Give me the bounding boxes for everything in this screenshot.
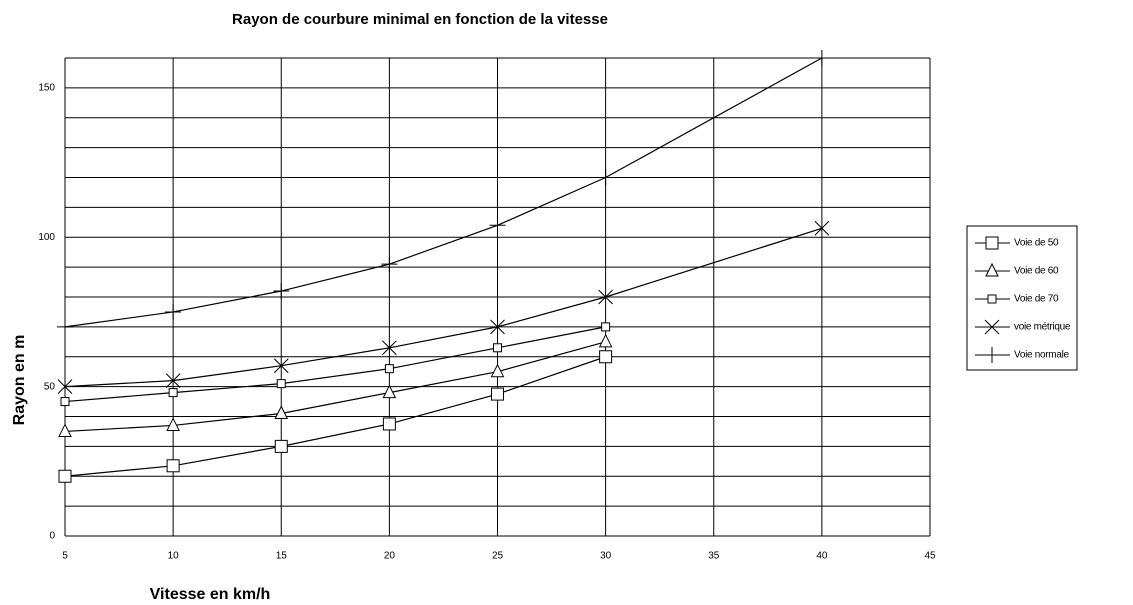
x-tick-label: 5 — [62, 551, 68, 562]
marker — [601, 322, 611, 332]
legend-label: Voie de 70 — [1014, 294, 1059, 305]
x-tick-label: 20 — [384, 551, 396, 562]
marker — [276, 379, 286, 389]
marker — [57, 379, 73, 394]
marker — [58, 423, 72, 437]
marker — [165, 373, 181, 389]
y-axis-label: Rayon en m — [11, 335, 28, 426]
marker — [273, 358, 289, 374]
legend-label: voie métrique — [1014, 322, 1071, 333]
legend-label: Voie de 60 — [1014, 266, 1059, 277]
marker — [166, 459, 180, 473]
marker — [984, 347, 1000, 363]
marker — [490, 319, 505, 335]
marker — [382, 384, 397, 399]
marker — [381, 256, 398, 273]
legend-label: Voie normale — [1014, 350, 1070, 361]
x-tick-label: 25 — [492, 551, 504, 562]
marker — [598, 333, 613, 348]
x-tick-label: 40 — [816, 551, 828, 562]
marker — [597, 169, 614, 186]
marker — [384, 364, 394, 374]
marker — [489, 217, 506, 234]
marker — [60, 397, 70, 407]
x-tick-label: 10 — [168, 551, 180, 562]
x-tick-label: 15 — [276, 551, 288, 562]
y-tick-label: 0 — [49, 531, 55, 542]
marker — [274, 405, 289, 420]
x-tick-label: 45 — [924, 551, 936, 562]
marker — [985, 262, 999, 277]
chart-title: Rayon de courbure minimal en fonction de… — [232, 11, 608, 28]
marker — [273, 283, 290, 300]
x-axis-label: Vitesse en km/h — [150, 586, 271, 603]
marker — [490, 363, 505, 378]
marker — [493, 343, 502, 353]
marker — [165, 303, 182, 320]
marker — [984, 319, 1000, 335]
marker — [58, 469, 72, 483]
series-line — [64, 227, 823, 388]
series-line — [64, 326, 606, 403]
y-tick-label: 50 — [44, 381, 56, 392]
legend-label: Voie de 50 — [1014, 238, 1059, 249]
marker — [491, 387, 504, 401]
marker — [987, 294, 997, 304]
marker — [598, 289, 613, 305]
marker — [382, 417, 396, 431]
marker — [274, 439, 288, 453]
marker — [168, 388, 178, 398]
series-line — [64, 356, 606, 477]
series-line — [64, 57, 823, 328]
marker — [382, 340, 397, 356]
marker — [166, 417, 180, 431]
series-line — [64, 341, 606, 433]
y-tick-label: 100 — [38, 232, 55, 243]
marker — [599, 350, 613, 364]
x-tick-label: 30 — [600, 551, 612, 562]
legend-box — [966, 225, 1078, 371]
marker — [814, 220, 830, 236]
marker — [813, 50, 830, 66]
y-tick-label: 150 — [38, 83, 55, 94]
marker — [985, 236, 999, 250]
x-tick-label: 35 — [708, 551, 720, 562]
marker — [57, 318, 73, 335]
